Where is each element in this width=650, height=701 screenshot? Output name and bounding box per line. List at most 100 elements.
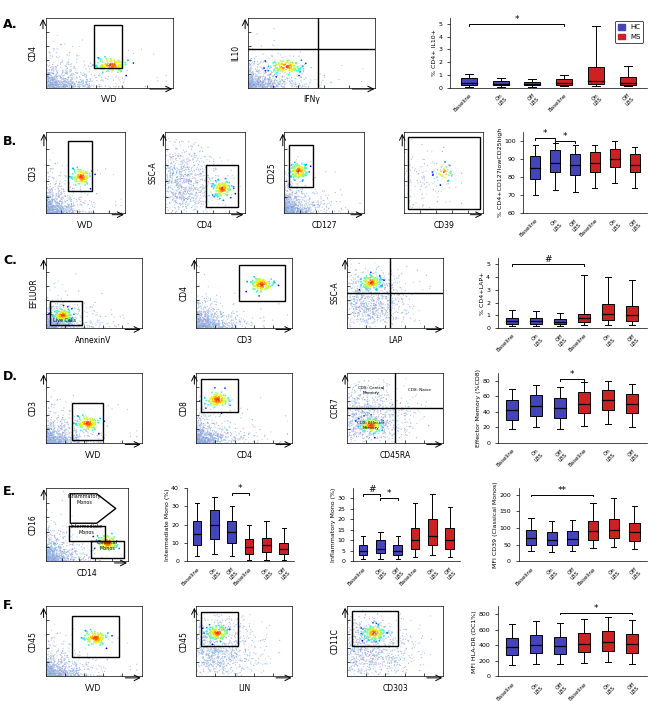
Point	[366, 287, 376, 298]
Point	[60, 205, 71, 216]
Point	[207, 660, 217, 671]
Point	[75, 172, 86, 183]
Point	[358, 418, 369, 429]
Point	[350, 421, 361, 433]
Point	[64, 200, 74, 212]
Point	[285, 191, 296, 203]
Point	[53, 76, 64, 87]
Point	[215, 656, 226, 667]
Point	[266, 77, 276, 88]
Point	[46, 79, 56, 90]
Point	[368, 304, 378, 315]
Point	[84, 636, 94, 647]
Point	[214, 188, 225, 199]
Point	[213, 182, 224, 193]
Point	[84, 421, 94, 433]
Point	[57, 207, 68, 218]
Point	[61, 201, 72, 212]
Point	[280, 197, 291, 208]
Point	[111, 321, 122, 332]
Point	[54, 535, 64, 546]
Point	[56, 307, 66, 318]
Point	[192, 311, 202, 322]
Point	[201, 162, 211, 173]
Point	[369, 420, 380, 431]
Point	[262, 81, 272, 93]
Point	[196, 639, 206, 650]
Point	[197, 319, 207, 330]
Point	[298, 164, 309, 175]
Point	[179, 195, 189, 206]
Point	[194, 298, 204, 309]
Point	[261, 78, 271, 89]
Point	[54, 661, 64, 672]
Point	[42, 669, 53, 680]
Point	[365, 623, 376, 634]
Point	[365, 639, 375, 651]
Point	[42, 554, 53, 565]
Point	[184, 193, 194, 204]
Point	[275, 71, 285, 82]
Point	[192, 316, 202, 327]
Point	[45, 551, 55, 562]
Point	[152, 72, 162, 83]
Point	[40, 202, 51, 213]
Point	[46, 309, 57, 320]
Point	[63, 312, 73, 323]
Point	[201, 428, 211, 440]
Point	[46, 434, 57, 445]
Point	[254, 74, 264, 85]
Point	[358, 421, 368, 432]
Point	[204, 321, 214, 332]
Point	[63, 311, 73, 322]
Point	[42, 667, 52, 678]
Point	[67, 174, 77, 185]
Point	[249, 78, 259, 89]
Point	[221, 182, 231, 193]
Point	[60, 60, 70, 72]
Point	[250, 276, 260, 287]
Point	[296, 207, 306, 218]
Point	[74, 41, 85, 52]
Point	[41, 315, 51, 326]
Point	[206, 636, 216, 647]
Point	[369, 302, 380, 313]
Point	[371, 283, 382, 294]
Point	[194, 425, 204, 436]
Point	[55, 658, 65, 669]
Point	[77, 170, 87, 182]
Point	[283, 179, 293, 191]
Point	[213, 659, 224, 670]
Point	[42, 548, 53, 559]
Point	[220, 665, 231, 676]
Point	[356, 645, 366, 656]
Point	[56, 436, 66, 447]
Point	[57, 665, 67, 676]
Point	[196, 322, 206, 334]
Point	[205, 642, 215, 653]
Point	[76, 418, 86, 430]
Point	[280, 200, 290, 211]
Point	[200, 307, 211, 318]
Point	[114, 55, 125, 67]
Point	[356, 412, 366, 423]
Point	[46, 545, 57, 557]
Point	[52, 533, 62, 544]
Point	[249, 76, 259, 87]
Point	[63, 319, 73, 330]
Point	[417, 652, 427, 663]
Point	[75, 430, 85, 442]
Point	[56, 546, 66, 557]
Point	[49, 79, 60, 90]
Point	[291, 198, 301, 209]
Point	[359, 293, 370, 304]
Point	[405, 394, 415, 405]
Point	[359, 375, 369, 386]
Point	[49, 636, 59, 647]
Point	[276, 49, 286, 60]
Point	[377, 305, 387, 316]
Point	[359, 637, 369, 648]
Point	[40, 303, 51, 314]
Point	[379, 287, 389, 298]
Point	[353, 308, 363, 319]
